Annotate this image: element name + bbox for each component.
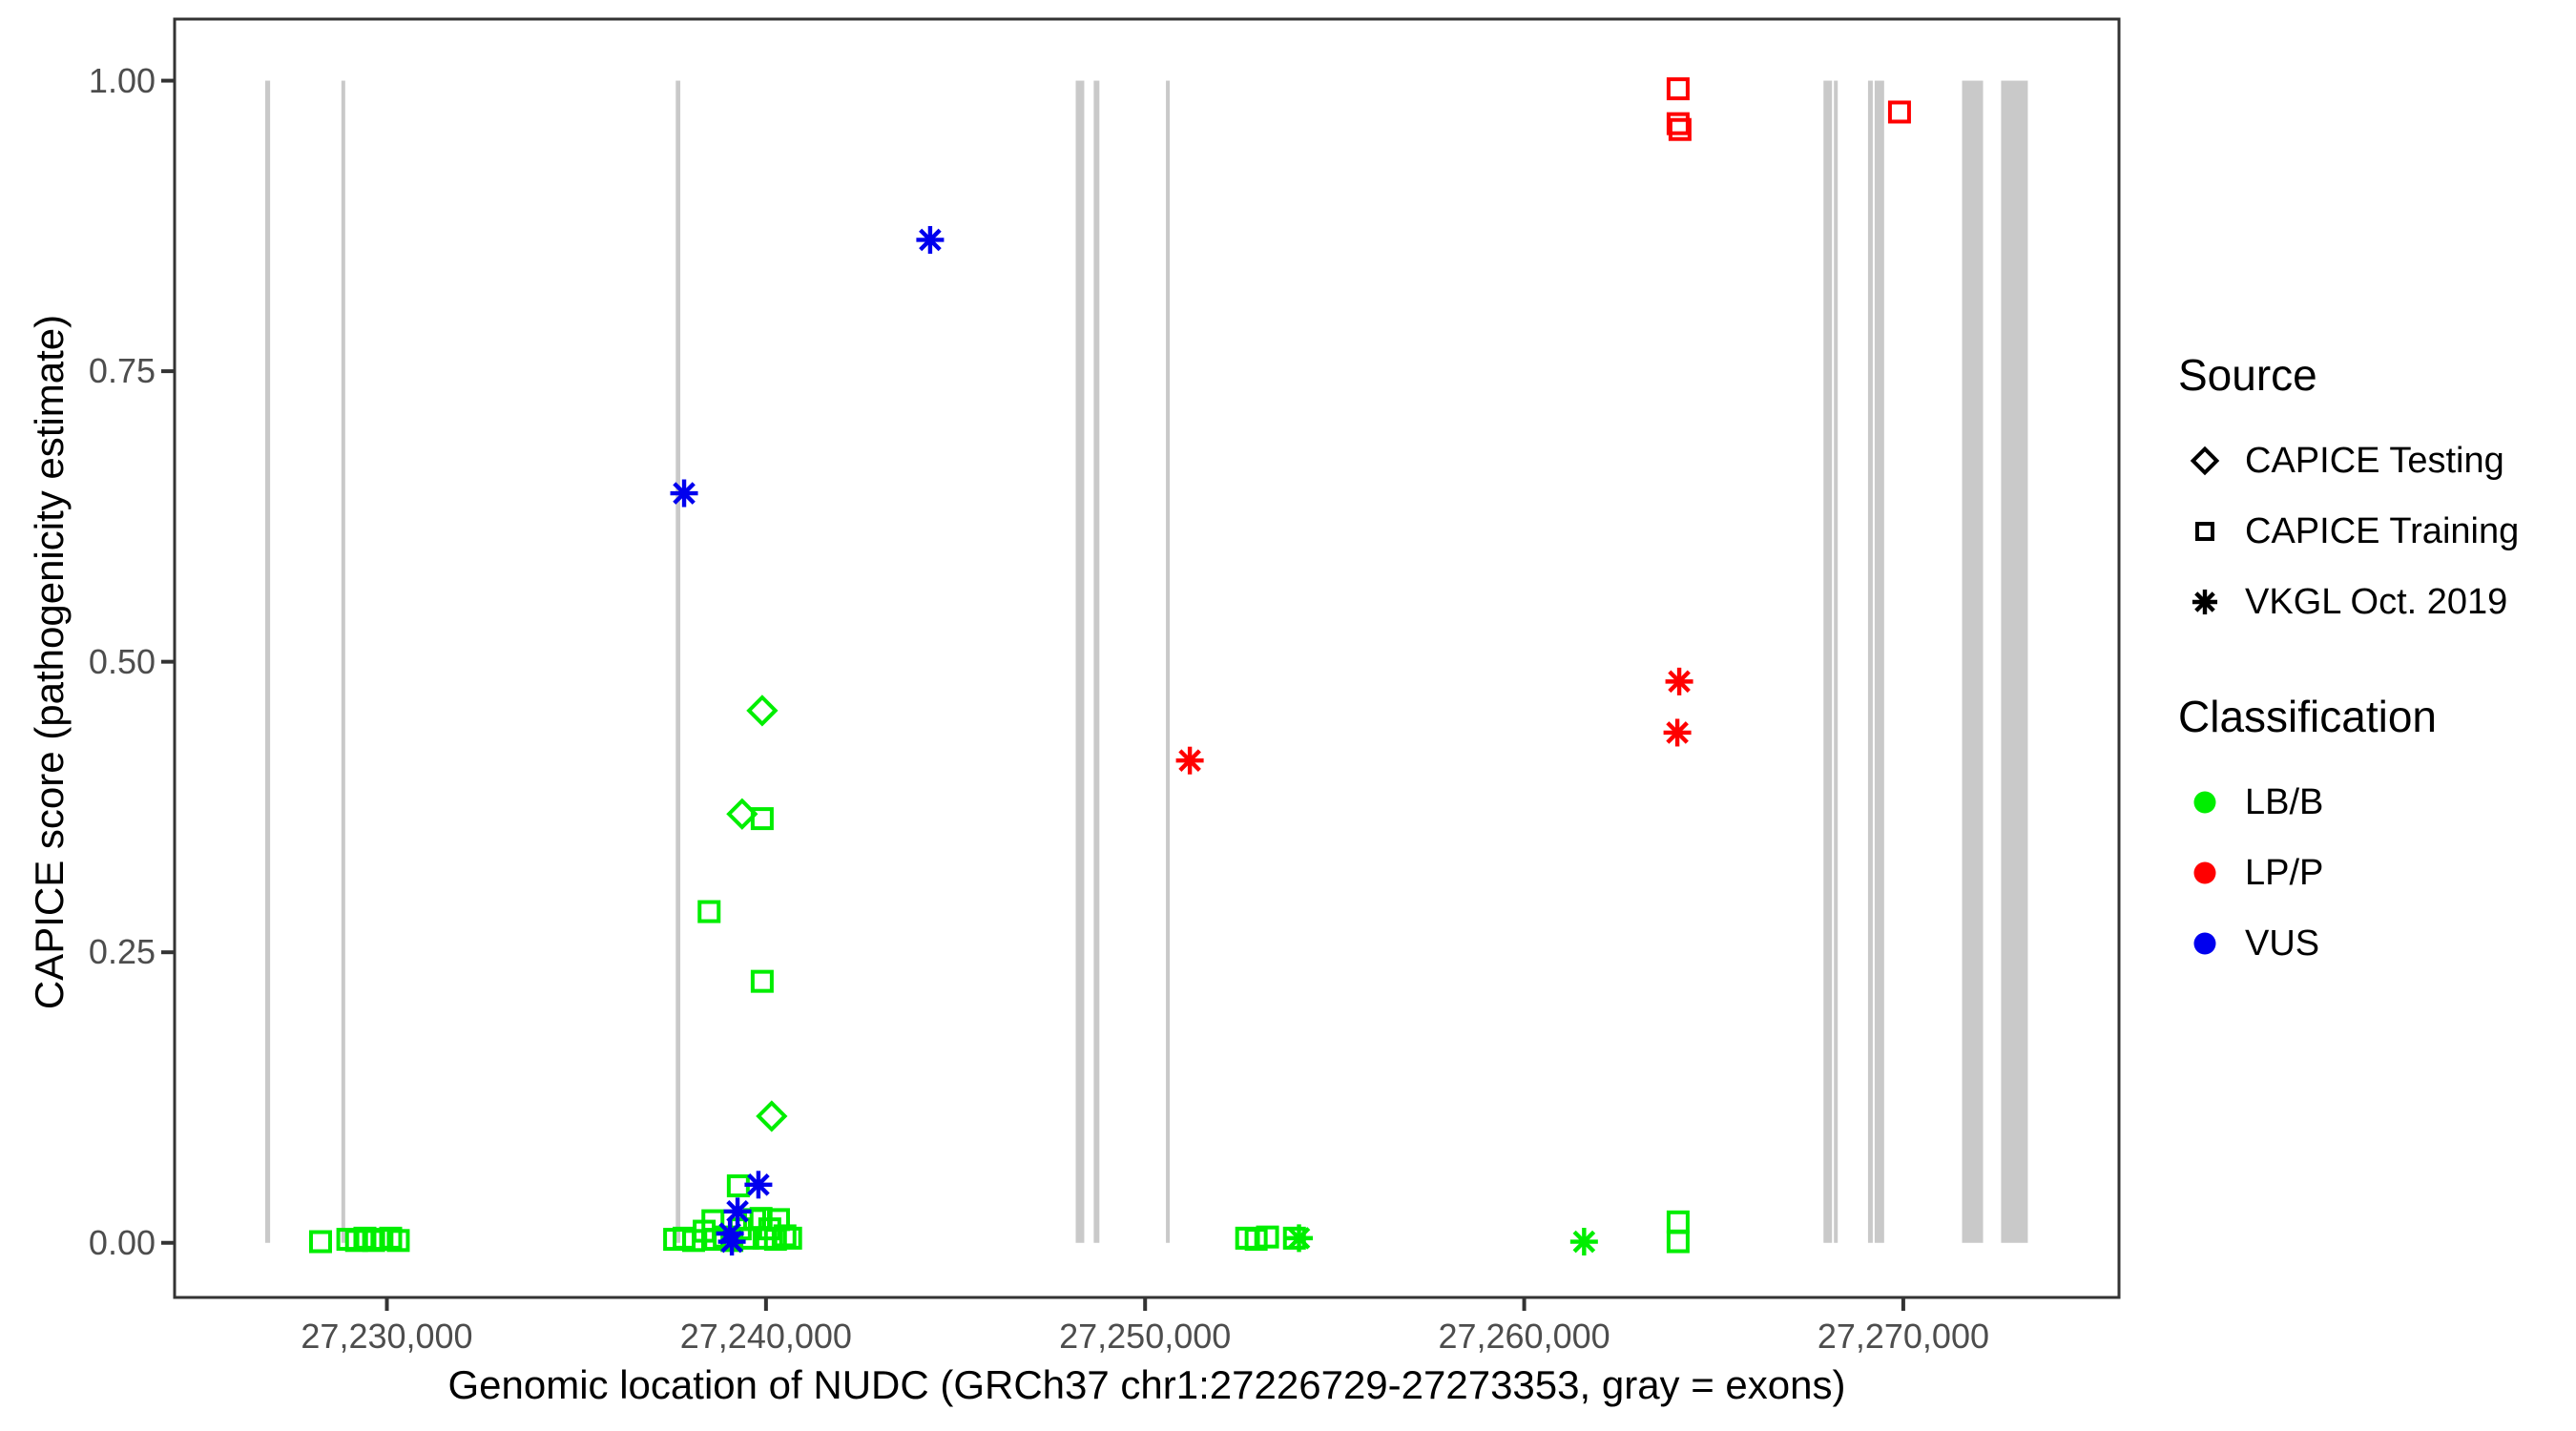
exon-bar: [1867, 80, 1873, 1243]
x-tick-label: 27,260,000: [1438, 1317, 1610, 1356]
exon-bar: [1075, 80, 1085, 1243]
legend-item-label: LB/B: [2245, 781, 2324, 822]
lbb-color-dot-icon: [2178, 776, 2232, 829]
data-point-asterisk: [916, 225, 945, 254]
data-point-square: [386, 1229, 410, 1253]
data-point-asterisk: [723, 1197, 752, 1226]
exon-bar: [1962, 80, 1984, 1243]
legend-item-label: VKGL Oct. 2019: [2245, 581, 2508, 622]
data-point-square: [1666, 1210, 1690, 1234]
legend-classification: Classification LB/B LP/P VUS: [2178, 691, 2519, 979]
data-point-diamond: [746, 695, 779, 727]
data-point-square: [1256, 1225, 1279, 1249]
data-point-square: [1666, 77, 1690, 101]
lpp-color-dot-icon: [2178, 846, 2232, 900]
exon-bar: [1093, 80, 1100, 1243]
asterisk-marker-icon: [2178, 575, 2232, 629]
data-point-square: [1668, 117, 1692, 141]
legend-item-label: CAPICE Testing: [2245, 440, 2504, 481]
legend-item-capice-testing: CAPICE Testing: [2178, 425, 2519, 496]
data-point-square: [379, 1226, 403, 1250]
exon-bar: [2001, 80, 2028, 1243]
x-tick-label: 27,270,000: [1817, 1317, 1989, 1356]
y-tick-label: 1.00: [88, 60, 156, 100]
exon-bar: [1823, 80, 1833, 1243]
legend-item-label: CAPICE Training: [2245, 510, 2520, 551]
exon-bar: [1874, 80, 1884, 1243]
legend-item-label: VUS: [2245, 923, 2320, 964]
vus-color-dot-icon: [2178, 917, 2232, 970]
data-point-square: [779, 1226, 802, 1250]
exon-bar: [1166, 80, 1171, 1243]
data-point-asterisk: [2192, 589, 2218, 615]
data-point-square: [308, 1230, 332, 1254]
diamond-marker-icon: [2178, 434, 2232, 487]
data-point-asterisk: [1665, 667, 1693, 695]
exon-bar: [341, 80, 345, 1243]
data-point-asterisk: [717, 1228, 746, 1256]
legend-item-lpp: LP/P: [2178, 838, 2519, 908]
exon-bar: [264, 80, 271, 1243]
x-tick-label: 27,250,000: [1059, 1317, 1232, 1356]
data-point-square: [773, 1224, 797, 1248]
y-tick-label: 0.75: [88, 351, 156, 391]
x-tick-label: 27,230,000: [301, 1317, 473, 1356]
data-point-asterisk: [670, 479, 698, 508]
data-point-square: [766, 1208, 790, 1232]
legend-classification-title: Classification: [2178, 692, 2437, 741]
legend-source-title: Source: [2178, 350, 2317, 400]
legend-item-vus: VUS: [2178, 908, 2519, 979]
data-point-asterisk: [1175, 746, 1204, 775]
legend-item-capice-training: CAPICE Training: [2178, 496, 2519, 567]
data-point-square: [697, 900, 721, 923]
x-axis-title: Genomic location of NUDC (GRCh37 chr1:27…: [447, 1362, 1846, 1407]
data-point-square: [2195, 522, 2214, 541]
y-tick-label: 0.00: [88, 1222, 156, 1262]
legend-source: Source CAPICE Testing CAPICE Training VK…: [2178, 349, 2519, 637]
data-point-diamond: [726, 798, 758, 830]
data-point-square: [1887, 100, 1911, 124]
y-tick-label: 0.50: [88, 641, 156, 681]
y-tick-label: 0.25: [88, 932, 156, 972]
legend-item-vkgl: VKGL Oct. 2019: [2178, 567, 2519, 637]
x-tick-label: 27,240,000: [679, 1317, 852, 1356]
legend-item-label: LP/P: [2245, 852, 2324, 893]
data-point-square: [1666, 1230, 1690, 1254]
data-point-diamond: [2190, 446, 2220, 476]
data-point-asterisk: [1663, 718, 1692, 747]
data-point-diamond: [756, 1100, 788, 1132]
data-point-asterisk: [744, 1171, 773, 1199]
data-point-asterisk: [1285, 1224, 1314, 1253]
square-marker-icon: [2178, 505, 2232, 558]
exon-bar: [675, 80, 681, 1243]
data-point-asterisk: [1569, 1228, 1598, 1256]
legend: Source CAPICE Testing CAPICE Training VK…: [2178, 349, 2519, 1032]
legend-item-lbb: LB/B: [2178, 767, 2519, 838]
exon-bar: [1834, 80, 1839, 1243]
data-point-square: [750, 969, 774, 993]
